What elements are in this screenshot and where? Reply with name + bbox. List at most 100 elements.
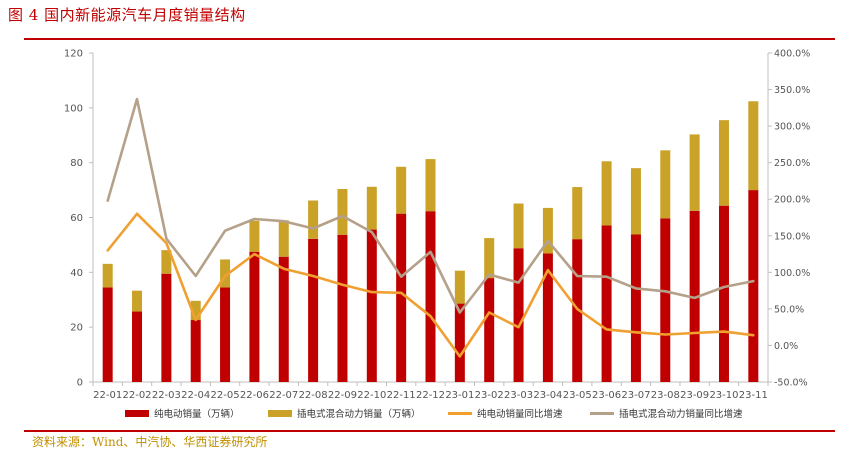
right-tick-label: 250.0%: [774, 158, 810, 169]
bar-phev-sales: [161, 250, 172, 274]
x-tick-label: 22-05: [211, 390, 240, 401]
bar-bev-sales: [308, 238, 319, 382]
left-tick-label: 100: [64, 103, 83, 114]
bar-phev-sales: [748, 101, 759, 191]
legend-item-phev-yoy: 插电式混合动力销量同比增速: [590, 406, 743, 420]
bar-bev-sales: [366, 229, 377, 382]
x-tick-label: 22-09: [328, 390, 357, 401]
footer-divider: [24, 430, 835, 432]
left-tick-label: 120: [64, 49, 83, 60]
x-tick-label: 22-04: [181, 390, 210, 401]
bar-bev-sales: [630, 234, 641, 382]
bar-phev-sales: [572, 187, 583, 240]
bar-phev-sales: [689, 134, 700, 211]
bar-phev-sales: [513, 203, 524, 249]
bar-phev-sales: [278, 220, 289, 257]
bar-bev-sales: [425, 211, 436, 382]
bar-bev-sales: [454, 303, 465, 382]
bar-phev-sales: [396, 166, 407, 214]
left-tick-label: 20: [70, 323, 83, 334]
left-tick-label: 80: [70, 158, 83, 169]
bar-phev-sales: [220, 259, 231, 288]
bar-phev-sales: [190, 300, 201, 321]
bar-phev-sales: [308, 200, 319, 239]
bar-phev-sales: [366, 186, 377, 230]
x-tick-label: 23-06: [592, 390, 621, 401]
legend-label-phev-sales: 插电式混合动力销量（万辆）: [297, 409, 421, 420]
bar-bev-sales: [190, 320, 201, 382]
x-tick-label: 22-10: [357, 390, 386, 401]
bar-phev-sales: [132, 290, 143, 312]
left-tick-label: 0: [77, 378, 83, 389]
bar-bev-sales: [513, 248, 524, 382]
chart-title: 图 4 国内新能源汽车月度销量结构: [8, 6, 246, 24]
x-tick-label: 23-01: [445, 390, 474, 401]
bar-bev-sales: [718, 205, 729, 382]
x-tick-label: 23-05: [563, 390, 592, 401]
bar-bev-sales: [572, 239, 583, 382]
x-tick-label: 22-11: [387, 390, 416, 401]
x-tick-label: 22-02: [122, 390, 151, 401]
bar-bev-sales: [132, 311, 143, 382]
bar-phev-sales: [102, 263, 113, 288]
title-divider: [24, 38, 835, 40]
source-note: 资料来源：Wind、中汽协、华西证券研究所: [32, 435, 268, 449]
bar-bev-sales: [337, 234, 348, 382]
legend-item-bev-yoy: 纯电动销量同比增速: [448, 406, 563, 420]
right-tick-label: 100.0%: [774, 268, 810, 279]
legend-swatch-phev-yoy: [590, 411, 614, 415]
legend-label-bev-sales: 纯电动销量（万辆）: [154, 409, 240, 420]
bar-phev-sales: [718, 120, 729, 206]
chart-legend: 纯电动销量（万辆） 插电式混合动力销量（万辆） 纯电动销量同比增速 插电式混合动…: [0, 406, 849, 422]
bar-bev-sales: [689, 210, 700, 382]
bar-phev-sales: [542, 207, 553, 254]
x-tick-label: 23-03: [504, 390, 533, 401]
right-tick-label: 350.0%: [774, 85, 810, 96]
bar-bev-sales: [660, 218, 671, 382]
legend-swatch-bev-sales: [125, 409, 149, 417]
bar-bev-sales: [220, 287, 231, 382]
bar-bev-sales: [278, 256, 289, 382]
bar-bev-sales: [601, 225, 612, 382]
x-tick-label: 22-07: [269, 390, 298, 401]
bar-phev-sales: [425, 159, 436, 212]
x-tick-label: 23-11: [739, 390, 768, 401]
right-tick-label: 50.0%: [774, 304, 804, 315]
right-tick-label: 300.0%: [774, 122, 810, 133]
bar-bev-sales: [249, 251, 260, 382]
bar-phev-sales: [601, 161, 612, 226]
bar-phev-sales: [630, 168, 641, 235]
bar-bev-sales: [484, 278, 495, 382]
right-tick-label: 400.0%: [774, 49, 810, 60]
bar-bev-sales: [396, 213, 407, 382]
legend-item-phev-sales: 插电式混合动力销量（万辆）: [268, 406, 421, 420]
legend-swatch-bev-yoy: [448, 411, 472, 415]
bar-phev-sales: [660, 150, 671, 219]
bar-bev-sales: [542, 253, 553, 382]
line-bev-yoy: [106, 212, 755, 358]
x-tick-label: 22-12: [416, 390, 445, 401]
legend-label-bev-yoy: 纯电动销量同比增速: [477, 409, 563, 420]
line-phev-yoy: [106, 97, 755, 314]
left-tick-label: 40: [70, 268, 83, 279]
legend-item-bev-sales: 纯电动销量（万辆）: [125, 406, 240, 420]
bar-bev-sales: [748, 190, 759, 382]
x-tick-label: 23-02: [475, 390, 504, 401]
x-tick-label: 23-10: [709, 390, 738, 401]
x-tick-label: 22-03: [152, 390, 181, 401]
left-tick-label: 60: [70, 213, 83, 224]
right-tick-label: 200.0%: [774, 195, 810, 206]
bar-bev-sales: [161, 273, 172, 382]
x-tick-label: 22-01: [93, 390, 122, 401]
bar-phev-sales: [337, 188, 348, 235]
x-tick-label: 23-07: [621, 390, 650, 401]
x-tick-label: 23-04: [533, 390, 562, 401]
bar-phev-sales: [484, 238, 495, 279]
bar-phev-sales: [249, 220, 260, 252]
bar-bev-sales: [102, 287, 113, 382]
right-tick-label: 0.0%: [774, 341, 798, 352]
right-tick-label: 150.0%: [774, 231, 810, 242]
x-tick-label: 23-08: [651, 390, 680, 401]
legend-swatch-phev-sales: [268, 409, 292, 417]
